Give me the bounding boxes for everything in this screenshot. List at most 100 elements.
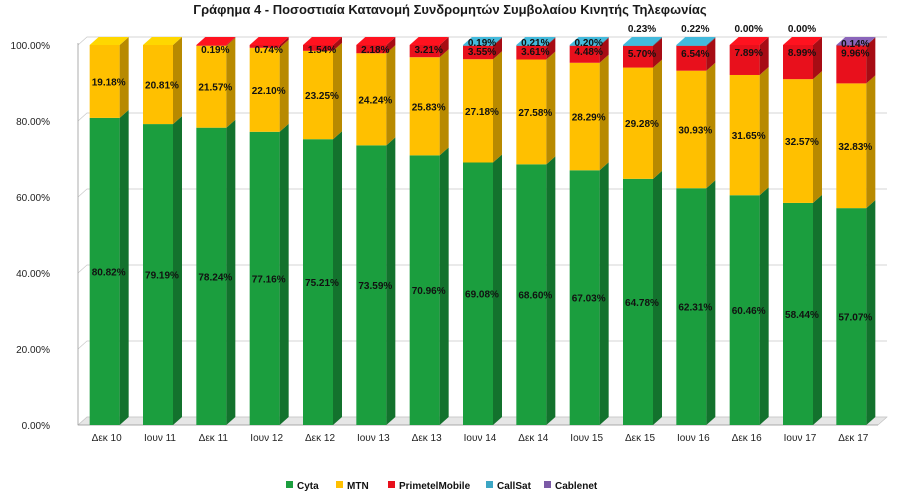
data-label-cablenet: 0.14% [841, 39, 869, 50]
y-tick-label: 0.00% [22, 421, 50, 432]
bar-segment-mtn [623, 67, 653, 179]
bar-side-mtn [333, 42, 342, 140]
bar-segment-primetelmobile [569, 45, 600, 63]
bar-segment-mtn [836, 83, 867, 209]
bar-side-mtn [546, 51, 556, 165]
legend-swatch-callsat [486, 481, 493, 488]
bar-segment-cyta [89, 117, 120, 425]
legend-label-cyta: Cyta [297, 481, 319, 492]
data-label-cyta: 64.78% [625, 298, 659, 309]
data-label-callsat: 0.23% [628, 24, 656, 35]
bar-top-face [569, 37, 609, 45]
x-tick-label: Δεκ 14 [518, 433, 548, 444]
bar-side-callsat [493, 37, 502, 46]
data-label-primetelmobile: 3.55% [468, 47, 496, 58]
data-label-primetelmobile: 8.99% [788, 48, 816, 59]
bar-side-cyta [706, 180, 716, 425]
chart-title: Γράφημα 4 - Ποσοστιαία Κατανομή Συνδρομη… [193, 2, 707, 17]
data-label-primetelmobile: 0.74% [254, 45, 282, 56]
bar-segment-cyta [729, 195, 760, 425]
bar-segment-mtn [676, 70, 707, 189]
x-tick-label: Ιουν 16 [677, 433, 710, 444]
data-label-primetelmobile: 6.54% [681, 49, 709, 60]
bar-side-primetelmobile [333, 37, 342, 51]
bar-side-mtn [706, 62, 716, 189]
y-tick-label: 20.00% [16, 345, 50, 356]
bar-side-callsat [706, 37, 716, 46]
data-label-callsat: 0.22% [681, 24, 709, 35]
gridline [77, 340, 887, 350]
data-label-primetelmobile: 4.48% [574, 47, 602, 58]
gridline [77, 112, 887, 122]
bar-side-primetelmobile [866, 37, 876, 84]
y-tick-label: 80.00% [16, 117, 50, 128]
bar-side-cyta [813, 194, 822, 425]
data-label-cyta: 57.07% [838, 313, 872, 324]
y-tick-label: 40.00% [16, 269, 50, 280]
data-label-primetelmobile: 7.89% [734, 48, 762, 59]
bar-side-primetelmobile [653, 37, 662, 68]
bar-top-face [729, 37, 769, 45]
x-tick-label: Ιουν 14 [464, 433, 497, 444]
data-label-cyta: 73.59% [358, 281, 392, 292]
bar-segment-cyta [143, 124, 173, 425]
bar-segment-mtn [409, 57, 440, 156]
x-tick-label: Ιουν 15 [570, 433, 603, 444]
bar-side-callsat [599, 37, 609, 46]
data-label-cyta: 68.60% [518, 291, 552, 302]
bar-side-mtn [599, 54, 609, 171]
bar-segment-cyta [783, 202, 813, 425]
bar-side-cyta [333, 131, 342, 425]
x-tick-label: Ιουν 17 [784, 433, 817, 444]
bar-side-cyta [119, 109, 129, 425]
bar-side-primetelmobile [706, 37, 716, 71]
bar-side-cyta [759, 187, 769, 425]
x-tick-label: Δεκ 13 [412, 433, 442, 444]
y-tick-label: 60.00% [16, 193, 50, 204]
x-tick-label: Δεκ 16 [732, 433, 762, 444]
x-tick-label: Δεκ 11 [199, 433, 229, 444]
data-label-mtn: 19.18% [92, 77, 126, 88]
bar-top-face [463, 37, 502, 45]
bar-side-cyta [653, 170, 662, 425]
bar-side-cyta [439, 147, 449, 426]
bar-segment-cyta [836, 208, 867, 425]
bar-segment-primetelmobile [729, 45, 760, 75]
gridline [77, 264, 887, 274]
bar-side-cyta [226, 119, 236, 426]
data-label-primetelmobile: 9.96% [841, 49, 869, 60]
data-label-mtn: 23.25% [305, 91, 339, 102]
bar-top-face [89, 37, 129, 45]
bar-segment-primetelmobile [463, 45, 493, 60]
x-tick-label: Δεκ 12 [305, 433, 335, 444]
data-label-callsat: 0.00% [734, 24, 762, 35]
bar-top-face [676, 37, 716, 45]
legend-swatch-cyta [286, 481, 293, 488]
data-label-mtn: 27.18% [465, 107, 499, 118]
bar-segment-primetelmobile [623, 45, 653, 68]
bar-side-primetelmobile [386, 36, 396, 54]
data-label-mtn: 27.58% [518, 108, 552, 119]
bar-segment-mtn [303, 50, 333, 140]
bar-side-primetelmobile [759, 37, 769, 75]
bar-top-face [783, 37, 822, 45]
bar-segment-callsat [516, 45, 547, 46]
bar-side-cyta [866, 200, 876, 425]
gridline [77, 188, 887, 198]
bar-segment-mtn [249, 47, 280, 132]
bar-side-callsat [546, 37, 556, 46]
data-label-mtn: 21.57% [198, 83, 232, 94]
data-label-primetelmobile: 3.21% [414, 45, 442, 56]
bar-segment-mtn [463, 59, 493, 163]
data-label-cyta: 80.82% [92, 267, 126, 278]
data-label-cyta: 75.21% [305, 278, 339, 289]
data-label-cyta: 69.08% [465, 290, 499, 301]
legend-label-callsat: CallSat [497, 481, 532, 492]
legend-label-cablenet: Cablenet [555, 481, 598, 492]
bar-segment-mtn [356, 53, 387, 146]
bar-segment-mtn [729, 74, 760, 196]
bar-segment-primetelmobile [196, 45, 227, 46]
bar-side-primetelmobile [279, 37, 289, 48]
data-label-cyta: 70.96% [412, 286, 446, 297]
